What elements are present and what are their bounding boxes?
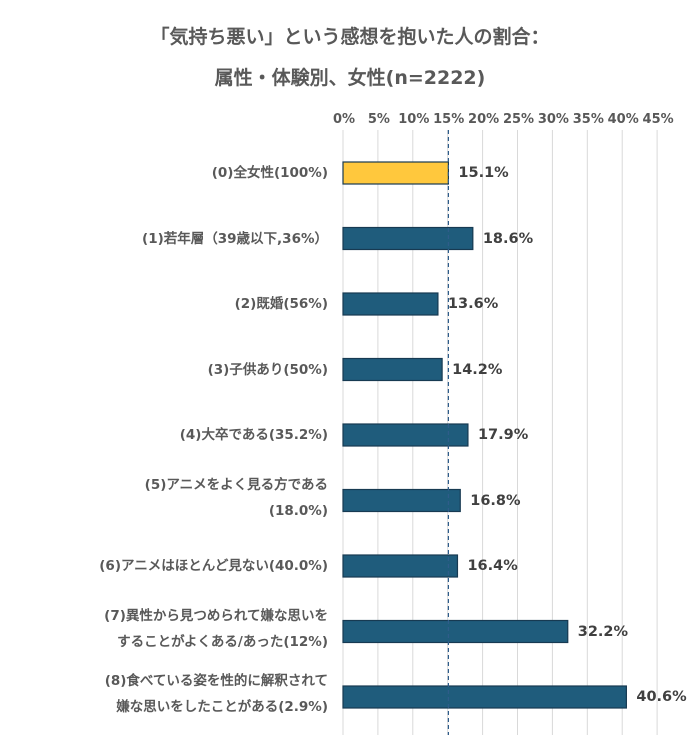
value-label: 14.2% bbox=[452, 361, 503, 378]
category-label-line: (1)若年層（39歳以下,36%） bbox=[142, 230, 328, 247]
category-label: (3)子供あり(50%) bbox=[208, 357, 328, 383]
category-label: (5)アニメをよく見る方である (18.0%) bbox=[145, 472, 328, 524]
bar bbox=[342, 423, 469, 447]
bar bbox=[342, 488, 461, 513]
chart-title: 「気持ち悪い」という感想を抱いた人の割合： bbox=[150, 26, 550, 48]
value-label: 16.4% bbox=[467, 558, 518, 574]
category-label: (7)異性から見つめられて嫌な思いをすることがよくある/あった(12%) bbox=[104, 603, 328, 655]
value-label: 18.6% bbox=[482, 230, 534, 247]
category-label-line: することがよくある/あった(12%) bbox=[117, 633, 328, 650]
category-label-line: (3)子供あり(50%) bbox=[207, 361, 328, 378]
bar bbox=[342, 685, 627, 709]
x-tick-label: 5% bbox=[367, 112, 390, 127]
category-label-line: (2)既婚(56%) bbox=[234, 296, 328, 312]
category-label: (1)若年層（39歳以下,36%） bbox=[142, 226, 328, 252]
value-label: 17.9% bbox=[477, 427, 529, 443]
category-label-line: (4)大卒である(35.2%) bbox=[179, 427, 328, 443]
category-label-line: (8)食べている姿を性的に解釈されて bbox=[104, 673, 328, 689]
category-label: (0)全女性(100%) bbox=[212, 160, 328, 186]
chart-subtitle: 属性・体験別、女性(n=2222) bbox=[214, 67, 486, 89]
x-tick-label: 15% bbox=[433, 112, 465, 127]
category-label: (4)大卒である(35.2%) bbox=[180, 422, 328, 448]
category-label-line: (18.0%) bbox=[268, 502, 328, 519]
category-label: (2)既婚(56%) bbox=[235, 291, 328, 317]
x-tick-label: 0% bbox=[332, 112, 356, 127]
bar bbox=[342, 226, 474, 251]
bar bbox=[342, 292, 439, 316]
x-tick-label: 10% bbox=[398, 112, 430, 127]
value-label: 15.1% bbox=[458, 165, 509, 181]
x-tick-label: 40% bbox=[607, 112, 639, 127]
category-label-line: (5)アニメをよく見る方である bbox=[144, 476, 328, 493]
bar bbox=[342, 161, 449, 185]
value-label: 16.8% bbox=[470, 492, 521, 509]
category-label-line: (0)全女性(100%) bbox=[211, 165, 328, 181]
x-tick-label: 20% bbox=[468, 112, 500, 127]
category-label-line: 嫌な思いをしたことがある(2.9%) bbox=[116, 699, 328, 715]
bar bbox=[342, 357, 443, 382]
x-tick-label: 45% bbox=[642, 112, 674, 127]
value-label: 32.2% bbox=[577, 623, 629, 640]
category-label: (6)アニメはほとんど見ない(40.0%) bbox=[99, 553, 328, 579]
value-label: 40.6% bbox=[636, 689, 687, 705]
bar bbox=[342, 554, 459, 578]
value-label: 13.6% bbox=[447, 296, 499, 312]
x-tick-label: 25% bbox=[502, 112, 535, 127]
x-tick-label: 30% bbox=[537, 112, 569, 127]
x-tick-label: 35% bbox=[572, 112, 604, 127]
category-label-line: (7)異性から見つめられて嫌な思いを bbox=[104, 607, 328, 624]
bar bbox=[342, 619, 569, 644]
category-label: (8)食べている姿を性的に解釈されて嫌な思いをしたことがある(2.9%) bbox=[105, 668, 328, 720]
category-label-line: (6)アニメはほとんど見ない(40.0%) bbox=[99, 558, 328, 574]
